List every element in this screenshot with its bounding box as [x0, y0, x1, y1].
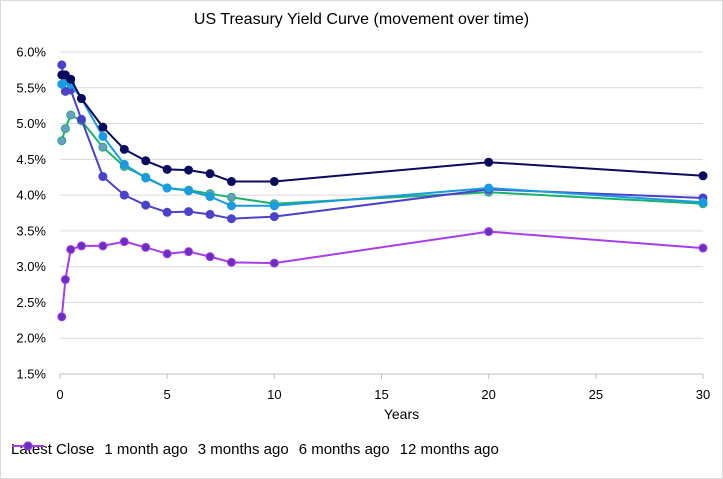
x-tick-label: 20: [481, 387, 495, 402]
legend-label: 12 months ago: [399, 440, 499, 458]
legend-label: 3 months ago: [197, 440, 289, 458]
y-tick-label: 5.0%: [16, 116, 46, 131]
legend-item: 3 months ago: [12, 440, 289, 458]
data-point: [226, 177, 236, 187]
x-tick-label: 5: [164, 387, 171, 402]
data-point: [484, 227, 494, 237]
legend-swatch: [12, 441, 44, 451]
data-point: [205, 192, 215, 202]
data-point: [484, 183, 494, 193]
data-point: [226, 192, 236, 202]
data-point: [162, 249, 172, 259]
data-point: [184, 207, 194, 217]
y-tick-label: 3.5%: [16, 223, 46, 238]
legend-label: 6 months ago: [298, 440, 390, 458]
data-point: [205, 252, 215, 262]
data-point: [269, 258, 279, 268]
data-point: [205, 209, 215, 219]
data-point: [141, 156, 151, 166]
data-point: [119, 159, 129, 169]
x-tick-label: 25: [589, 387, 603, 402]
data-point: [57, 60, 67, 70]
data-point: [60, 275, 70, 285]
data-point: [76, 241, 86, 251]
data-point: [98, 131, 108, 141]
x-tick-label: 10: [267, 387, 281, 402]
y-tick-label: 4.0%: [16, 188, 46, 203]
series-line: [60, 64, 704, 220]
data-point: [226, 214, 236, 224]
x-tick-label: 30: [696, 387, 710, 402]
data-point: [484, 157, 494, 167]
data-point: [269, 177, 279, 187]
series-line: [61, 73, 704, 183]
series-line: [61, 79, 704, 207]
data-point: [698, 171, 708, 181]
data-point: [98, 241, 108, 251]
data-point: [184, 247, 194, 257]
y-tick-label: 3.0%: [16, 259, 46, 274]
series-line: [60, 230, 704, 317]
y-tick-label: 1.5%: [16, 367, 46, 382]
legend-item: 6 months ago: [12, 440, 390, 458]
legend-label: 1 month ago: [104, 440, 188, 458]
data-point: [141, 242, 151, 252]
data-point: [269, 212, 279, 222]
chart-title: US Treasury Yield Curve (movement over t…: [193, 11, 530, 28]
data-point: [119, 190, 129, 200]
data-point: [162, 183, 172, 193]
y-tick-label: 6.0%: [16, 45, 46, 60]
data-point: [119, 144, 129, 154]
data-point: [66, 74, 76, 84]
data-point: [66, 110, 76, 120]
y-tick-label: 2.0%: [16, 331, 46, 346]
data-point: [141, 173, 151, 183]
x-tick-label: 15: [374, 387, 388, 402]
data-point: [76, 94, 86, 104]
data-point: [57, 312, 67, 322]
data-point: [141, 200, 151, 210]
data-point: [119, 237, 129, 247]
y-tick-label: 2.5%: [16, 295, 46, 310]
data-point: [226, 257, 236, 267]
data-point: [162, 207, 172, 217]
data-point: [76, 114, 86, 124]
x-axis-title: Years: [384, 406, 419, 422]
data-point: [226, 201, 236, 211]
y-tick-label: 5.5%: [16, 80, 46, 95]
x-tick-label: 0: [56, 387, 63, 402]
data-point: [184, 186, 194, 196]
data-point: [98, 172, 108, 182]
data-point: [66, 244, 76, 254]
legend-item: 1 month ago: [12, 440, 188, 458]
data-point: [162, 164, 172, 174]
data-point: [698, 243, 708, 253]
data-point: [57, 136, 67, 146]
data-point: [698, 197, 708, 207]
legend-item: 12 months ago: [12, 440, 499, 458]
data-point: [98, 122, 108, 132]
data-point: [60, 124, 70, 134]
data-point: [98, 142, 108, 152]
data-point: [184, 165, 194, 175]
y-tick-label: 4.5%: [16, 152, 46, 167]
data-point: [269, 201, 279, 211]
chart-legend: Latest Close 1 month ago 3 months ago 6 mon…: [11, 439, 509, 459]
data-point: [205, 169, 215, 179]
